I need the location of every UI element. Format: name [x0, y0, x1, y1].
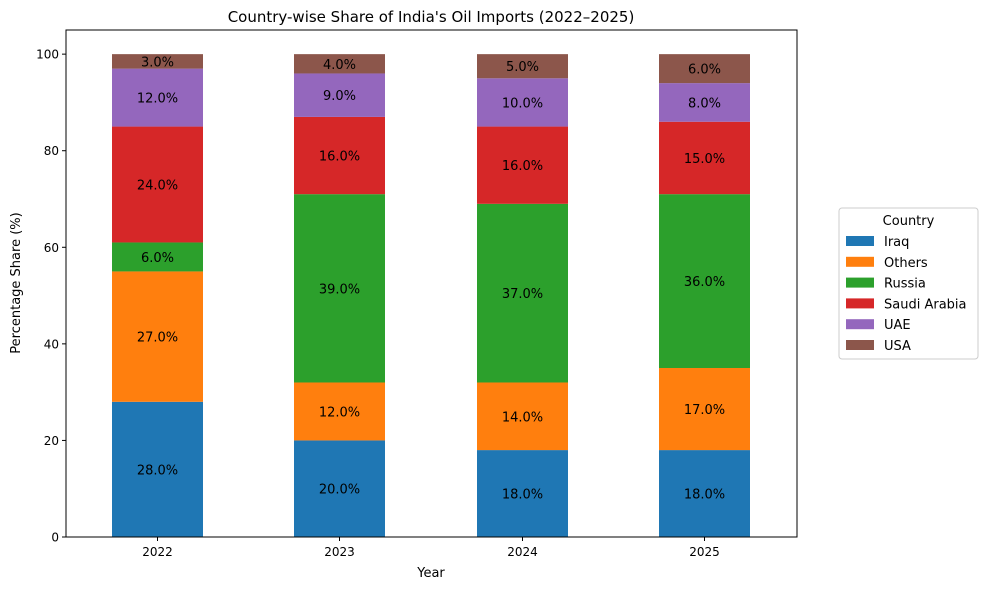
- y-tick-label: 60: [44, 241, 59, 255]
- bar-segment-2024-others: [477, 382, 568, 451]
- y-tick-label: 100: [36, 48, 59, 62]
- bar-segment-2022-saudi-arabia: [112, 126, 203, 243]
- legend-swatch-russia: [846, 277, 874, 288]
- bar-segment-2024-iraq: [477, 450, 568, 537]
- bar-label: 9.0%: [323, 89, 356, 104]
- bar-segment-2023-saudi-arabia: [294, 116, 385, 195]
- legend-title: Country: [883, 214, 935, 229]
- bar-label: 15.0%: [684, 152, 725, 167]
- legend-label: Iraq: [884, 235, 909, 250]
- x-tick-label: 2024: [507, 545, 538, 559]
- bar-segment-2022-others: [112, 271, 203, 402]
- bar-segment-2024-russia: [477, 203, 568, 383]
- x-tick-label: 2023: [324, 545, 355, 559]
- bar-label: 39.0%: [319, 282, 360, 297]
- bar-label: 8.0%: [688, 96, 721, 111]
- legend-label: Others: [884, 256, 928, 271]
- legend: Country Iraq Others Russia Saudi Arabia UAE US…: [838, 207, 979, 360]
- legend-swatch-usa: [846, 340, 874, 350]
- bar-label: 20.0%: [319, 483, 360, 498]
- bar-labels-layer: 28.0% 27.0% 6.0% 24.0% 12.0% 3.0% 20.0% 12.0% 39…: [137, 55, 725, 502]
- bar-segment-2024-usa: [477, 54, 568, 79]
- bar-segment-2025-uae: [659, 83, 750, 122]
- bar-label: 6.0%: [141, 251, 174, 266]
- bar-label: 17.0%: [684, 403, 725, 418]
- legend-label: USA: [884, 339, 911, 354]
- y-axis: 0 20 40 60 80 100: [36, 48, 66, 545]
- bar-label: 10.0%: [502, 96, 543, 111]
- bar-label: 37.0%: [502, 287, 543, 302]
- bar-label: 16.0%: [502, 159, 543, 174]
- bar-segment-2024-uae: [477, 78, 568, 127]
- bar-label: 5.0%: [506, 60, 539, 75]
- x-axis: 2022 2023 2024 2025: [142, 537, 720, 559]
- legend-swatch-others: [846, 256, 874, 267]
- y-axis-label: Percentage Share (%): [9, 212, 24, 353]
- bar-label: 28.0%: [137, 463, 178, 478]
- bar-label: 12.0%: [137, 92, 178, 107]
- bar-segment-2024-saudi-arabia: [477, 126, 568, 204]
- bar-segment-2022-iraq: [112, 401, 203, 537]
- bar-label: 16.0%: [319, 150, 360, 165]
- y-tick-label: 40: [44, 337, 59, 351]
- bar-segment-2025-usa: [659, 54, 750, 84]
- legend-label: UAE: [884, 318, 911, 333]
- bar-segment-2025-iraq: [659, 450, 750, 537]
- x-axis-label: Year: [416, 566, 445, 581]
- x-tick-label: 2022: [142, 545, 173, 559]
- bar-segment-2023-uae: [294, 73, 385, 117]
- bar-segment-2023-russia: [294, 194, 385, 383]
- bar-label: 12.0%: [319, 405, 360, 420]
- bar-label: 3.0%: [141, 55, 174, 70]
- y-tick-label: 80: [44, 144, 59, 158]
- legend-swatch-iraq: [846, 236, 874, 246]
- bar-segment-2023-others: [294, 382, 385, 441]
- bar-label: 14.0%: [502, 410, 543, 425]
- x-tick-label: 2025: [689, 545, 720, 559]
- bar-label: 6.0%: [688, 63, 721, 78]
- legend-label: Russia: [884, 277, 926, 292]
- y-tick-label: 0: [51, 531, 59, 545]
- bar-label: 27.0%: [137, 331, 178, 346]
- bar-segment-2023-iraq: [294, 440, 385, 537]
- bar-segment-2022-usa: [112, 54, 203, 69]
- legend-label: Saudi Arabia: [884, 297, 967, 312]
- legend-swatch-saudi-arabia: [846, 298, 874, 309]
- bar-segment-2023-usa: [294, 54, 385, 74]
- bar-segment-2022-uae: [112, 68, 203, 127]
- bar-label: 36.0%: [684, 275, 725, 290]
- bar-segment-2025-russia: [659, 194, 750, 368]
- bar-label: 24.0%: [137, 179, 178, 194]
- bars-layer: [112, 54, 750, 537]
- y-tick-label: 20: [44, 434, 59, 448]
- bar-label: 18.0%: [684, 488, 725, 503]
- bar-label: 18.0%: [502, 488, 543, 503]
- bar-segment-2025-saudi-arabia: [659, 121, 750, 195]
- bar-segment-2022-russia: [112, 242, 203, 272]
- plot-frame: [65, 29, 798, 538]
- chart-title: Country-wise Share of India's Oil Import…: [228, 8, 635, 26]
- bar-segment-2025-others: [659, 368, 750, 451]
- bar-label: 4.0%: [323, 58, 356, 73]
- legend-swatch-uae: [846, 319, 874, 330]
